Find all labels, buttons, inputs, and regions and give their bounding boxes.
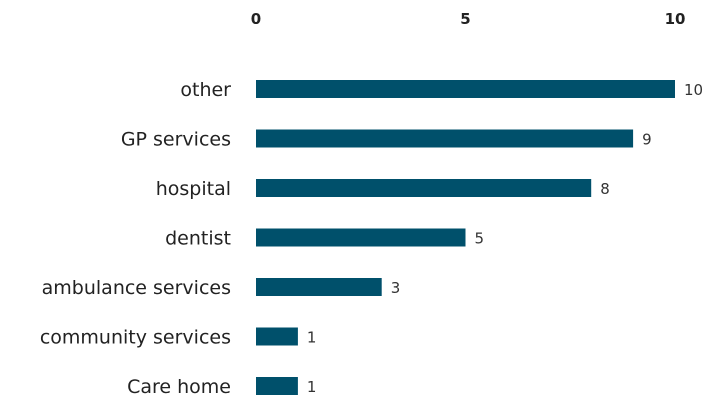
x-tick-label: 0 — [251, 10, 261, 28]
bar — [256, 80, 675, 98]
bar — [256, 377, 298, 395]
x-tick-label: 5 — [460, 10, 470, 28]
x-tick-label: 10 — [665, 10, 686, 28]
category-label: dentist — [165, 228, 231, 250]
data-label: 1 — [307, 378, 317, 396]
data-label: 10 — [684, 81, 703, 99]
bar — [256, 179, 592, 197]
category-labels: other GP services hospital dentist ambulance… — [40, 79, 231, 398]
data-label: 5 — [475, 230, 485, 248]
category-label: ambulance services — [42, 277, 231, 299]
bars-group — [256, 80, 675, 395]
x-axis-ticks: 0 5 10 — [251, 10, 686, 28]
data-label: 9 — [642, 131, 652, 149]
category-label: other — [180, 79, 231, 101]
bar — [256, 278, 382, 296]
category-label: hospital — [156, 178, 231, 200]
category-label: Care home — [127, 376, 231, 398]
bar — [256, 327, 298, 346]
category-label: GP services — [121, 129, 231, 151]
data-labels-group: 10 9 8 5 3 1 1 — [307, 81, 703, 396]
data-label: 8 — [600, 180, 610, 198]
bar — [256, 228, 466, 247]
data-label: 1 — [307, 329, 317, 347]
data-label: 3 — [391, 279, 401, 297]
bar — [256, 129, 634, 148]
category-label: community services — [40, 327, 231, 349]
